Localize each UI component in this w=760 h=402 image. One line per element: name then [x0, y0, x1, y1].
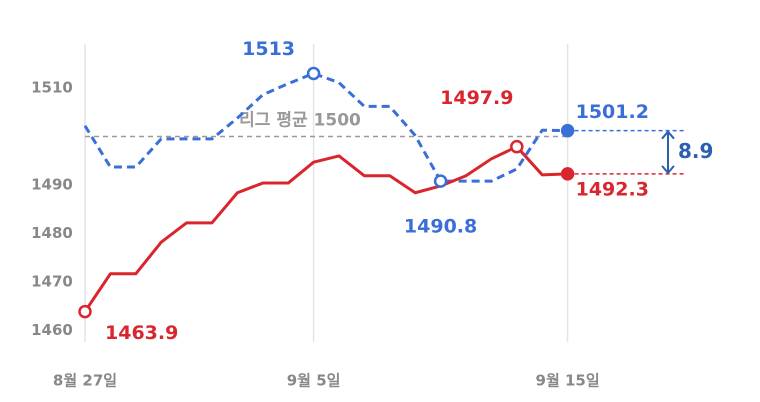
reference-label: 리그 평균 1500 — [239, 111, 361, 131]
series-line — [83, 71, 568, 183]
value-label: 1492.3 — [576, 178, 649, 200]
y-tick-label: 1510 — [31, 79, 73, 97]
value-label: 1513 — [242, 38, 295, 60]
gap-label: 8.9 — [678, 139, 713, 163]
y-tick-label: 1460 — [31, 321, 73, 339]
point-marker — [510, 139, 524, 154]
point-marker — [78, 304, 92, 319]
gap-arrow-head — [661, 130, 675, 140]
value-label: 1463.9 — [105, 322, 178, 344]
point-marker — [433, 174, 448, 188]
gap-arrow-head — [661, 165, 675, 175]
value-label: 1501.2 — [576, 101, 649, 123]
x-tick-label: 8월 27일 — [53, 372, 117, 390]
point-marker — [306, 66, 321, 81]
y-tick-label: 1480 — [31, 224, 73, 242]
y-tick-label: 1490 — [31, 176, 73, 194]
series-line — [83, 145, 568, 313]
y-tick-label: 1470 — [31, 273, 73, 291]
value-label: 1490.8 — [404, 216, 477, 238]
x-tick-label: 9월 15일 — [536, 372, 600, 390]
value-label: 1497.9 — [440, 87, 513, 109]
x-tick-label: 9월 5일 — [287, 372, 341, 390]
